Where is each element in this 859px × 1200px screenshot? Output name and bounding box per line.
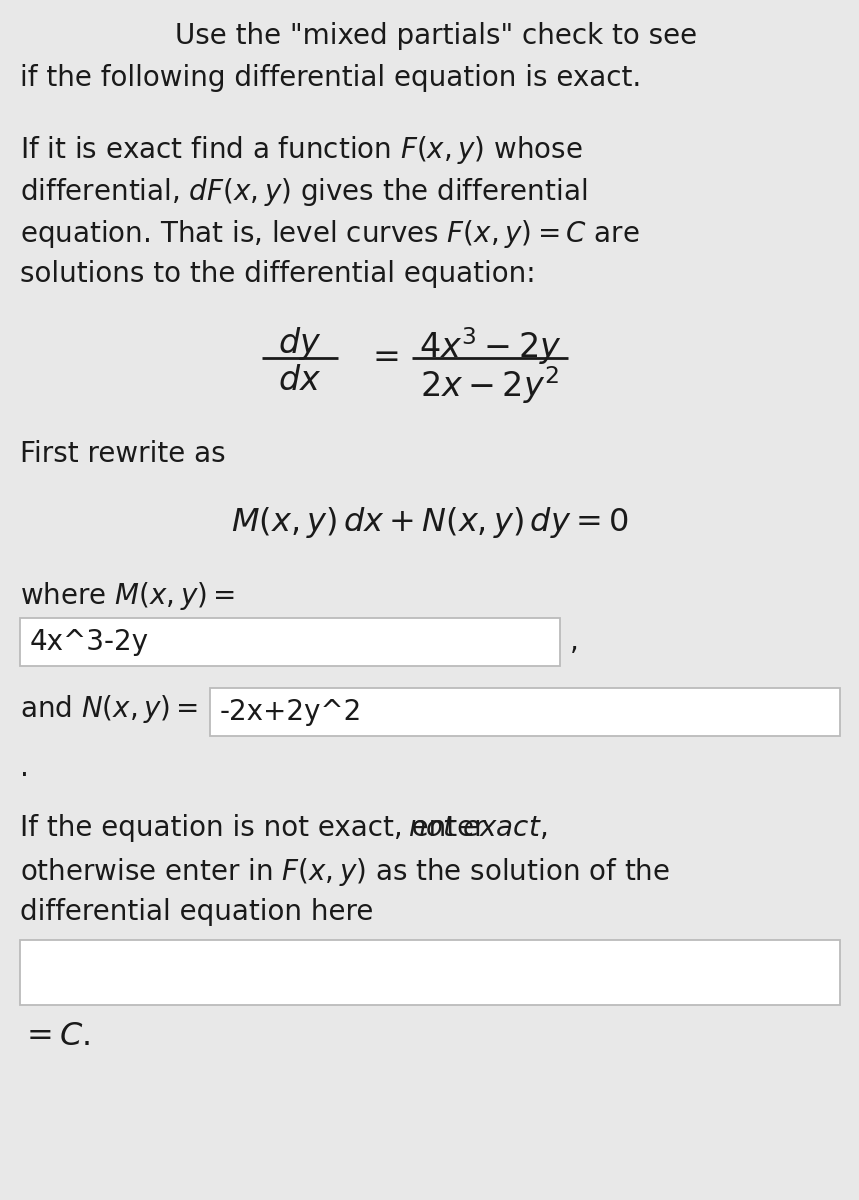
Text: First rewrite as: First rewrite as bbox=[20, 440, 226, 468]
Text: 4x^3-2y: 4x^3-2y bbox=[30, 628, 149, 656]
FancyBboxPatch shape bbox=[20, 618, 560, 666]
Text: If it is exact find a function $F(x, y)$ whose: If it is exact find a function $F(x, y)$… bbox=[20, 134, 583, 166]
Text: If the equation is not exact, enter: If the equation is not exact, enter bbox=[20, 814, 495, 842]
Text: differential, $dF(x, y)$ gives the differential: differential, $dF(x, y)$ gives the diffe… bbox=[20, 176, 588, 208]
Text: $= C.$: $= C.$ bbox=[20, 1021, 90, 1052]
Text: .: . bbox=[20, 754, 29, 782]
Text: $M(x, y)\,dx + N(x, y)\,dy = 0$: $M(x, y)\,dx + N(x, y)\,dy = 0$ bbox=[231, 505, 629, 540]
Text: if the following differential equation is exact.: if the following differential equation i… bbox=[20, 64, 642, 92]
Text: and $N(x, y) =$: and $N(x, y) =$ bbox=[20, 692, 198, 725]
Text: Use the "mixed partials" check to see: Use the "mixed partials" check to see bbox=[175, 22, 698, 50]
Text: solutions to the differential equation:: solutions to the differential equation: bbox=[20, 260, 536, 288]
Text: $dx$: $dx$ bbox=[278, 364, 321, 397]
Text: where $M(x, y) =$: where $M(x, y) =$ bbox=[20, 580, 235, 612]
FancyBboxPatch shape bbox=[210, 688, 840, 736]
Text: $\it{not\ exact,}$: $\it{not\ exact,}$ bbox=[408, 814, 547, 842]
Text: $2x - 2y^2$: $2x - 2y^2$ bbox=[420, 364, 559, 406]
FancyBboxPatch shape bbox=[20, 940, 840, 1006]
Text: equation. That is, level curves $F(x, y) = C$ are: equation. That is, level curves $F(x, y)… bbox=[20, 218, 640, 250]
Text: ,: , bbox=[570, 628, 579, 656]
Text: $dy$: $dy$ bbox=[278, 325, 321, 362]
Text: -2x+2y^2: -2x+2y^2 bbox=[220, 698, 362, 726]
Text: otherwise enter in $F(x, y)$ as the solution of the: otherwise enter in $F(x, y)$ as the solu… bbox=[20, 856, 670, 888]
Text: $4x^3 - 2y$: $4x^3 - 2y$ bbox=[418, 325, 561, 367]
Text: differential equation here: differential equation here bbox=[20, 898, 374, 926]
Text: $=$: $=$ bbox=[366, 338, 399, 372]
